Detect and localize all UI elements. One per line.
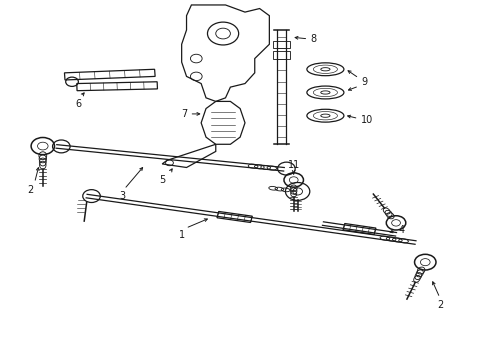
Text: 6: 6 [75,99,81,109]
Text: 4: 4 [398,225,405,235]
Text: 11: 11 [288,160,300,170]
Text: 2: 2 [27,185,34,195]
Text: 7: 7 [181,109,188,119]
Text: 1: 1 [178,230,185,240]
Text: 9: 9 [361,77,367,87]
Text: 2: 2 [437,300,443,310]
Text: 8: 8 [311,34,317,44]
Text: 5: 5 [159,175,165,185]
Text: 10: 10 [361,115,373,125]
Text: 3: 3 [119,191,125,201]
